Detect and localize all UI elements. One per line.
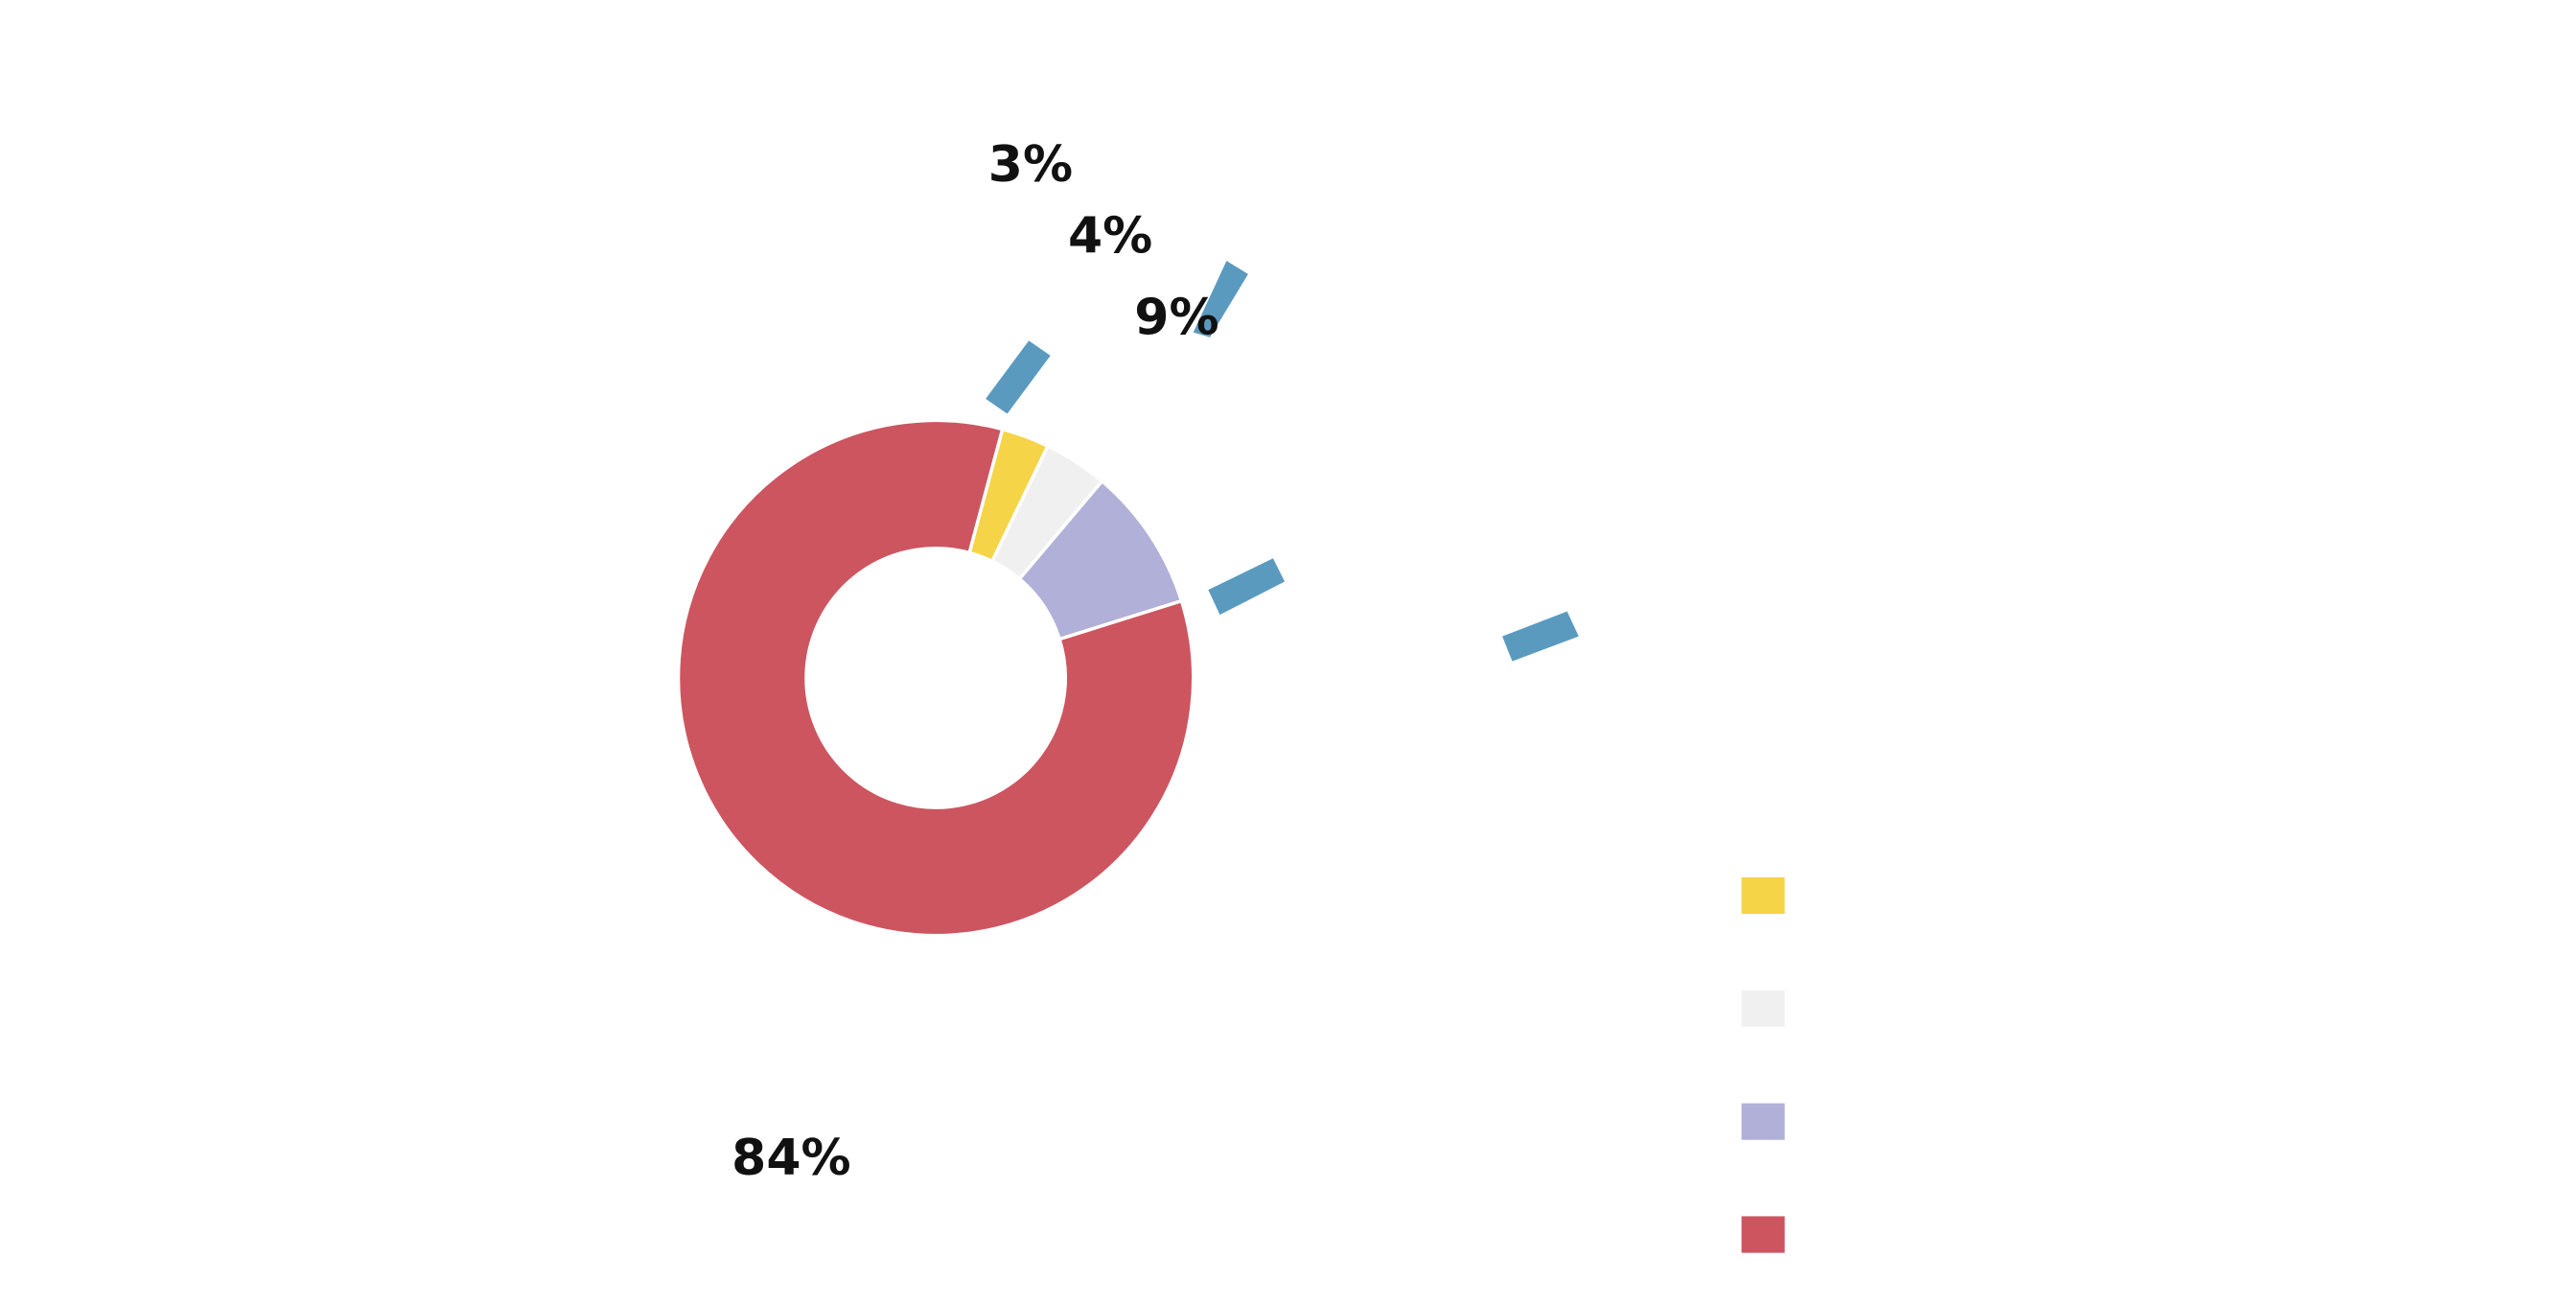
slice [676, 418, 1195, 938]
data-label: 84% [731, 1130, 850, 1187]
decoration [986, 261, 1579, 662]
connector [1193, 261, 1248, 338]
data-label: 3% [988, 136, 1073, 194]
legend-swatch [1741, 990, 1785, 1027]
connector [1502, 611, 1579, 662]
data-label: 9% [1134, 289, 1218, 346]
data-label: 4% [1068, 208, 1152, 266]
legend-swatch [1741, 1103, 1785, 1140]
connector [986, 340, 1051, 414]
legend-swatch [1741, 876, 1785, 915]
connector [1208, 558, 1286, 616]
legend-swatch [1741, 1216, 1785, 1253]
